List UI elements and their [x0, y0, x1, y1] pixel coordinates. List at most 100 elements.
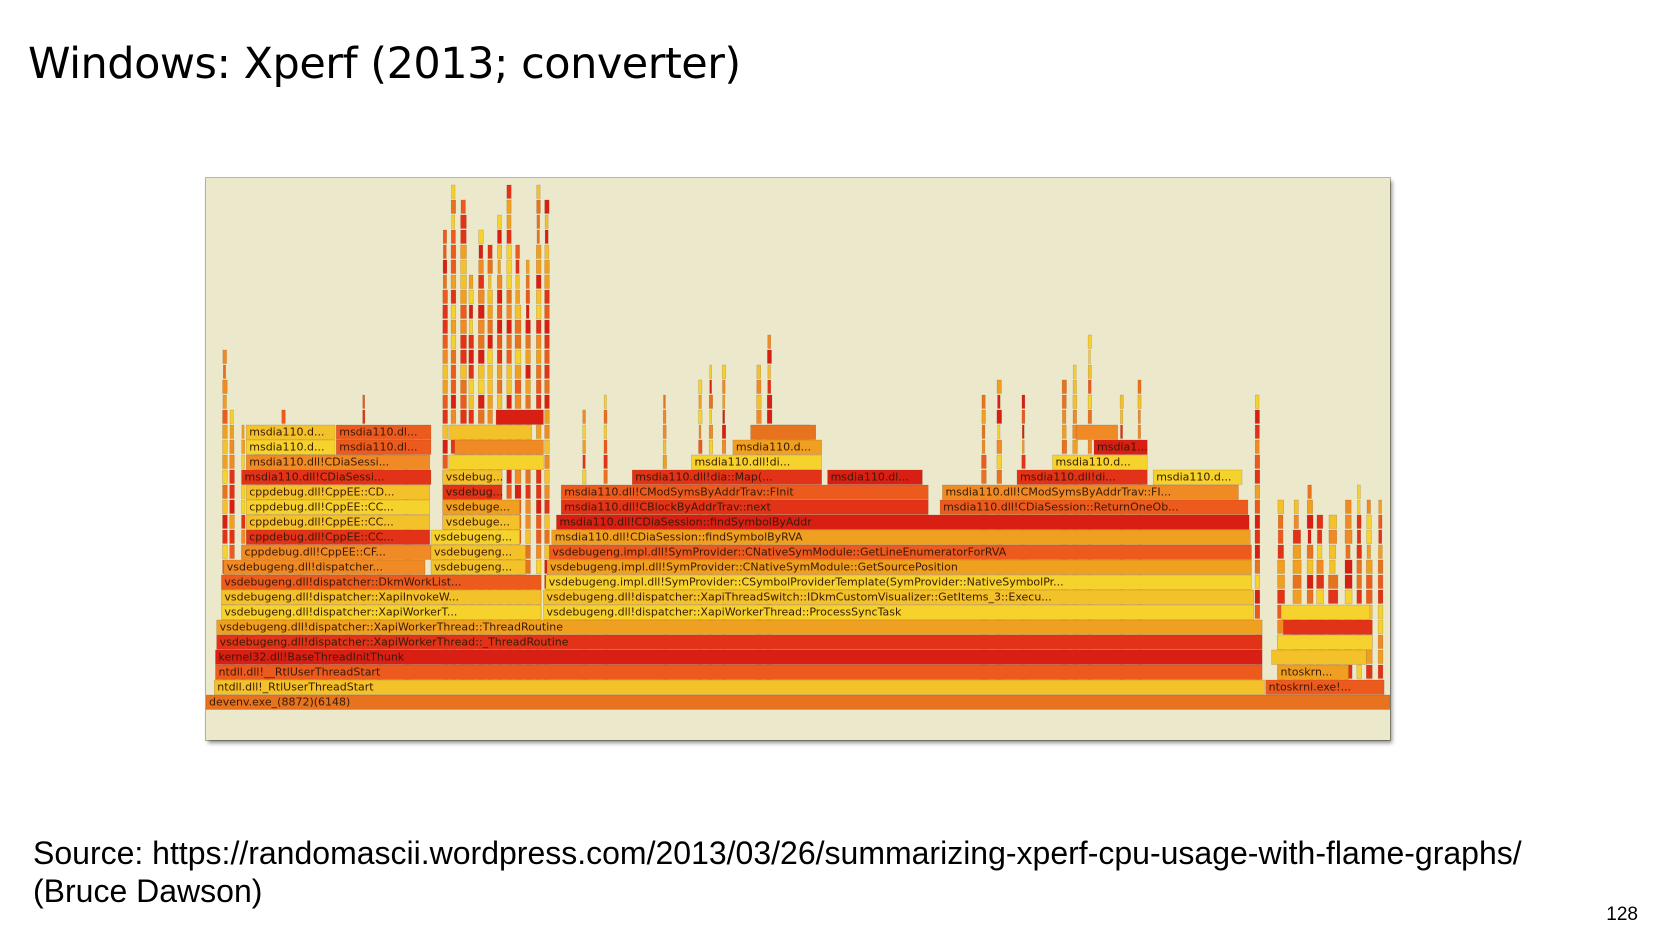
source-url[interactable]: Source: https://randomascii.wordpress.co…	[33, 835, 1522, 871]
flame-stack-frame[interactable]	[756, 409, 762, 424]
flame-stack-frame[interactable]	[515, 259, 520, 274]
flame-stack-frame[interactable]	[487, 259, 493, 274]
flame-stack-frame[interactable]	[1377, 664, 1384, 679]
flame-frame[interactable]	[214, 679, 1265, 695]
flame-stack-frame[interactable]	[1277, 589, 1285, 604]
flame-frame[interactable]	[216, 619, 1263, 635]
flame-stack-frame[interactable]	[1306, 544, 1314, 559]
flame-stack-frame[interactable]	[663, 409, 667, 424]
flame-stack-frame[interactable]	[362, 409, 366, 424]
flame-stack-frame[interactable]	[468, 334, 474, 349]
flame-stack-frame[interactable]	[1062, 424, 1067, 439]
flame-stack-frame[interactable]	[460, 394, 467, 409]
flame-stack-frame[interactable]	[514, 469, 522, 484]
flame-stack-frame[interactable]	[450, 199, 456, 214]
flame-stack-frame[interactable]	[460, 259, 467, 274]
flame-stack-frame[interactable]	[1377, 589, 1384, 604]
flame-stack-frame[interactable]	[536, 319, 542, 334]
flame-stack-frame[interactable]	[497, 349, 503, 364]
flame-stack-frame[interactable]	[544, 484, 550, 499]
flame-frame[interactable]	[1265, 679, 1385, 695]
flame-stack-frame[interactable]	[450, 334, 457, 349]
flame-stack-frame[interactable]	[544, 244, 550, 259]
flame-stack-frame[interactable]	[1306, 514, 1314, 529]
flame-stack-frame[interactable]	[468, 394, 474, 409]
flame-stack-frame[interactable]	[1328, 514, 1337, 529]
flame-stack-frame[interactable]	[1254, 484, 1261, 499]
flame-stack-frame[interactable]	[478, 304, 485, 319]
flame-stack-frame[interactable]	[544, 394, 550, 409]
flame-stack-frame[interactable]	[1021, 409, 1026, 424]
flame-stack-frame[interactable]	[497, 394, 503, 409]
flame-stack-frame[interactable]	[497, 274, 503, 289]
flame-stack-frame[interactable]	[468, 379, 474, 394]
flame-stack-frame[interactable]	[756, 364, 761, 379]
flame-stack-frame[interactable]	[460, 319, 467, 334]
flame-stack-frame[interactable]	[1292, 589, 1302, 604]
flame-frame[interactable]	[223, 559, 426, 575]
flame-frame[interactable]	[732, 439, 822, 455]
flame-stack-frame[interactable]	[1277, 529, 1284, 544]
flame-stack-frame[interactable]	[981, 454, 987, 469]
flame-stack-frame[interactable]	[222, 409, 228, 424]
flame-stack-frame[interactable]	[525, 289, 530, 304]
flame-stack-frame[interactable]	[996, 409, 1002, 424]
flame-frame[interactable]	[335, 439, 432, 455]
flame-stack-frame[interactable]	[506, 214, 512, 229]
flame-stack-frame[interactable]	[229, 499, 235, 514]
flame-stack-frame[interactable]	[487, 409, 493, 424]
flame-stack-frame[interactable]	[1293, 514, 1299, 529]
flame-stack-frame[interactable]	[506, 229, 512, 244]
flame-stack-frame[interactable]	[468, 349, 474, 364]
flame-stack-frame[interactable]	[478, 259, 484, 274]
flame-stack-frame[interactable]	[478, 319, 485, 334]
flame-stack-frame[interactable]	[497, 379, 503, 394]
flame-frame[interactable]	[549, 544, 1252, 560]
flame-stack-frame[interactable]	[487, 334, 493, 349]
flame-frame[interactable]	[246, 514, 431, 530]
flame-stack-frame[interactable]	[1061, 379, 1067, 394]
flame-stack-frame[interactable]	[450, 379, 457, 394]
flame-stack-frame[interactable]	[1022, 424, 1025, 439]
flame-stack-frame[interactable]	[1345, 544, 1351, 559]
flame-frame[interactable]	[750, 424, 817, 440]
flame-stack-frame[interactable]	[1366, 514, 1372, 529]
flame-stack-frame[interactable]	[1316, 559, 1324, 574]
flame-stack-frame[interactable]	[1277, 514, 1284, 529]
flame-stack-frame[interactable]	[442, 304, 448, 319]
flame-stack-frame[interactable]	[709, 409, 712, 424]
flame-stack-frame[interactable]	[698, 409, 703, 424]
flame-frame[interactable]	[221, 604, 542, 620]
flame-frame[interactable]	[442, 484, 503, 500]
flame-stack-frame[interactable]	[1344, 574, 1353, 589]
flame-stack-frame[interactable]	[515, 244, 520, 259]
flame-stack-frame[interactable]	[525, 319, 531, 334]
flame-stack-frame[interactable]	[1137, 379, 1142, 394]
flame-frame[interactable]	[221, 574, 542, 590]
flame-stack-frame[interactable]	[544, 349, 550, 364]
flame-stack-frame[interactable]	[1329, 544, 1337, 559]
flame-stack-frame[interactable]	[544, 334, 550, 349]
flame-stack-frame[interactable]	[544, 439, 550, 454]
flame-stack-frame[interactable]	[1377, 559, 1384, 574]
flame-stack-frame[interactable]	[1345, 514, 1352, 529]
flame-stack-frame[interactable]	[1366, 559, 1373, 574]
flame-stack-frame[interactable]	[362, 394, 365, 409]
flame-stack-frame[interactable]	[582, 424, 586, 439]
flame-frame[interactable]	[939, 499, 1249, 515]
flame-stack-frame[interactable]	[1356, 544, 1362, 559]
flame-stack-frame[interactable]	[506, 364, 512, 379]
flame-stack-frame[interactable]	[222, 379, 228, 394]
flame-stack-frame[interactable]	[442, 424, 448, 439]
flame-stack-frame[interactable]	[229, 484, 235, 499]
flame-stack-frame[interactable]	[229, 544, 235, 559]
flame-frame[interactable]	[546, 559, 1252, 575]
flame-stack-frame[interactable]	[722, 394, 726, 409]
flame-stack-frame[interactable]	[1356, 559, 1362, 574]
flame-stack-frame[interactable]	[487, 319, 493, 334]
flame-stack-frame[interactable]	[478, 379, 485, 394]
flame-stack-frame[interactable]	[1254, 409, 1260, 424]
flame-stack-frame[interactable]	[1137, 394, 1142, 409]
flame-stack-frame[interactable]	[1087, 439, 1092, 454]
flame-frame[interactable]	[1052, 454, 1148, 470]
